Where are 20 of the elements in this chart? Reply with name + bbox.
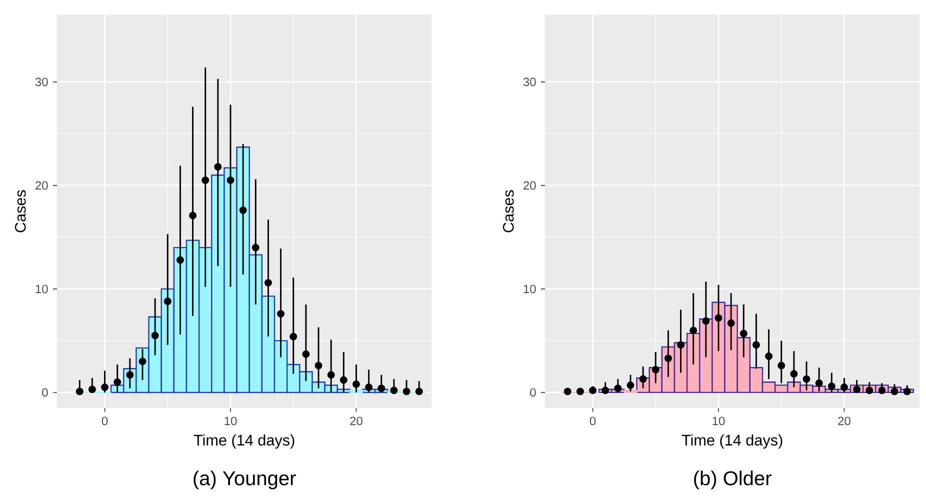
y-tick-label: 20 [36,181,48,190]
x-axis-title: Time (14 days) [194,434,294,449]
y-tick-label: 10 [524,284,536,294]
text: (a) Younger [194,470,296,490]
x-tick-label: 20 [838,416,850,426]
y-tick-label: 30 [523,78,536,86]
y-tick-label: 0 [530,388,536,397]
y-axis-title: Cases [14,190,26,232]
x-tick-label: 10 [224,416,237,426]
y-axis-title: Cases [502,190,514,232]
x-axis-title: Time (14 days) [682,434,782,449]
y-tick-label: 0 [42,388,48,397]
text: (b) Older [694,470,772,490]
y-tick-label: 10 [36,284,48,294]
x-tick-label: 10 [712,416,725,426]
x-tick-label: 20 [350,416,362,426]
x-tick-label: 0 [102,416,108,426]
x-tick-label: 0 [590,416,596,426]
y-tick-label: 30 [35,78,48,86]
y-tick-label: 20 [524,181,536,190]
